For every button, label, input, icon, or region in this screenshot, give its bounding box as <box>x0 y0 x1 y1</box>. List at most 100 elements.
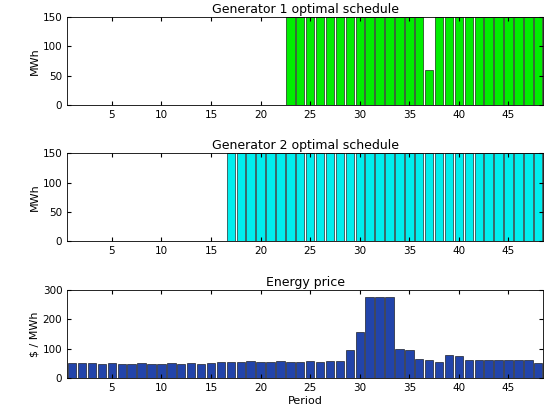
Y-axis label: $ / MWh: $ / MWh <box>30 311 40 357</box>
Bar <box>435 362 444 378</box>
Bar <box>236 153 245 241</box>
Bar <box>167 363 175 378</box>
Bar <box>236 362 245 378</box>
Title: Generator 2 optimal schedule: Generator 2 optimal schedule <box>212 139 399 152</box>
Bar <box>346 350 354 378</box>
Bar <box>375 297 384 378</box>
Bar <box>128 364 136 378</box>
Bar <box>326 153 334 241</box>
Bar <box>514 153 522 241</box>
Bar <box>147 364 156 378</box>
Bar <box>335 153 344 241</box>
Bar <box>385 17 394 105</box>
Bar <box>78 363 86 378</box>
Bar <box>445 354 453 378</box>
Bar <box>395 153 404 241</box>
Bar <box>514 17 522 105</box>
Bar <box>504 153 513 241</box>
Bar <box>494 153 503 241</box>
Bar <box>455 17 463 105</box>
Bar <box>455 356 463 378</box>
Bar <box>435 17 444 105</box>
Bar <box>306 361 314 378</box>
Bar <box>465 17 473 105</box>
Bar <box>177 364 185 378</box>
X-axis label: Period: Period <box>288 396 323 406</box>
Bar <box>197 364 206 378</box>
Bar <box>465 153 473 241</box>
Bar <box>246 153 255 241</box>
Bar <box>326 361 334 378</box>
Bar <box>524 153 533 241</box>
Bar <box>534 363 543 378</box>
Bar <box>524 17 533 105</box>
Bar <box>286 17 295 105</box>
Bar <box>366 297 374 378</box>
Bar <box>266 153 275 241</box>
Bar <box>68 363 76 378</box>
Bar <box>276 361 284 378</box>
Bar <box>385 153 394 241</box>
Bar <box>286 153 295 241</box>
Bar <box>405 153 413 241</box>
Bar <box>187 363 195 378</box>
Bar <box>425 360 433 378</box>
Bar <box>118 364 126 378</box>
Bar <box>346 17 354 105</box>
Bar <box>534 153 543 241</box>
Bar <box>306 17 314 105</box>
Bar <box>375 17 384 105</box>
Bar <box>97 364 106 378</box>
Bar <box>326 17 334 105</box>
Bar <box>296 17 305 105</box>
Bar <box>256 362 265 378</box>
Bar <box>296 153 305 241</box>
Bar <box>217 362 225 378</box>
Bar <box>375 153 384 241</box>
Bar <box>385 297 394 378</box>
Bar <box>445 153 453 241</box>
Bar <box>137 363 146 378</box>
Bar <box>465 360 473 378</box>
Bar <box>335 361 344 378</box>
Bar <box>157 364 166 378</box>
Bar <box>405 17 413 105</box>
Bar <box>286 362 295 378</box>
Y-axis label: MWh: MWh <box>30 47 40 75</box>
Bar <box>395 349 404 378</box>
Bar <box>256 153 265 241</box>
Bar <box>296 362 305 378</box>
Bar <box>356 17 364 105</box>
Bar <box>316 362 324 378</box>
Bar <box>316 153 324 241</box>
Bar <box>484 360 493 378</box>
Bar <box>435 153 444 241</box>
Bar <box>484 153 493 241</box>
Bar <box>504 360 513 378</box>
Bar <box>425 70 433 105</box>
Bar <box>366 153 374 241</box>
Bar <box>514 360 522 378</box>
Bar <box>474 17 483 105</box>
Bar <box>415 17 423 105</box>
Bar <box>494 360 503 378</box>
Bar <box>474 153 483 241</box>
Bar <box>395 17 404 105</box>
Bar <box>227 153 235 241</box>
Bar <box>356 333 364 378</box>
Title: Generator 1 optimal schedule: Generator 1 optimal schedule <box>212 3 399 16</box>
Bar <box>455 153 463 241</box>
Bar <box>524 360 533 378</box>
Bar <box>415 153 423 241</box>
Bar <box>415 359 423 378</box>
Bar <box>494 17 503 105</box>
Bar <box>306 153 314 241</box>
Bar <box>474 360 483 378</box>
Y-axis label: MWh: MWh <box>30 184 40 211</box>
Bar <box>356 153 364 241</box>
Bar <box>108 363 116 378</box>
Bar <box>504 17 513 105</box>
Bar <box>316 17 324 105</box>
Title: Energy price: Energy price <box>265 276 345 289</box>
Bar <box>246 361 255 378</box>
